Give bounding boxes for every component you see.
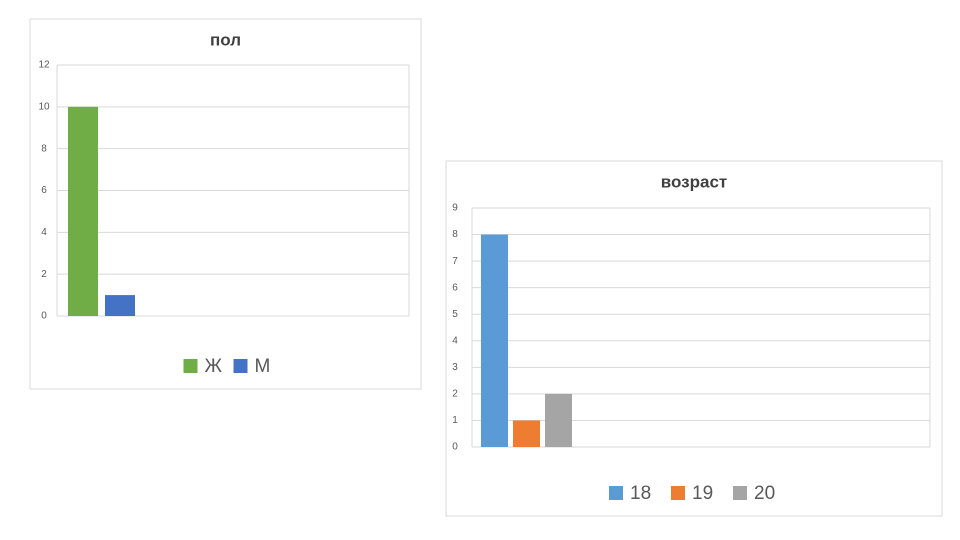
y-tick-label: 0 bbox=[41, 311, 47, 322]
y-tick-label: 3 bbox=[452, 362, 458, 373]
legend-swatch bbox=[609, 486, 623, 500]
legend-swatch bbox=[183, 359, 198, 373]
y-tick-label: 8 bbox=[41, 143, 47, 154]
chart-title: возраст bbox=[661, 172, 727, 191]
bar bbox=[68, 106, 98, 316]
y-tick-label: 2 bbox=[452, 389, 458, 400]
legend-label: 18 bbox=[630, 483, 651, 504]
chart-frame bbox=[445, 160, 943, 517]
y-tick-label: 5 bbox=[452, 309, 458, 320]
bar bbox=[105, 295, 135, 316]
legend-swatch bbox=[671, 486, 685, 500]
y-tick-label: 6 bbox=[41, 185, 47, 196]
y-tick-label: 0 bbox=[452, 442, 458, 453]
y-tick-label: 10 bbox=[38, 101, 50, 112]
y-tick-label: 8 bbox=[452, 229, 458, 240]
y-tick-label: 4 bbox=[41, 227, 47, 238]
y-tick-label: 9 bbox=[452, 203, 458, 214]
legend-swatch bbox=[733, 486, 747, 500]
legend-swatch bbox=[233, 359, 248, 373]
chart-title: пол bbox=[210, 30, 241, 49]
y-tick-label: 6 bbox=[452, 282, 458, 293]
y-tick-label: 2 bbox=[41, 269, 47, 280]
y-tick-label: 7 bbox=[452, 256, 458, 267]
y-tick-label: 12 bbox=[38, 60, 50, 71]
legend-label: Ж bbox=[205, 356, 223, 377]
y-tick-label: 4 bbox=[452, 335, 458, 346]
legend-label: 19 bbox=[692, 483, 713, 504]
y-tick-label: 1 bbox=[452, 415, 458, 426]
bar bbox=[481, 234, 508, 447]
legend-label: М bbox=[255, 356, 271, 377]
bar bbox=[513, 420, 540, 447]
bar bbox=[545, 393, 572, 447]
legend-label: 20 bbox=[754, 483, 775, 504]
